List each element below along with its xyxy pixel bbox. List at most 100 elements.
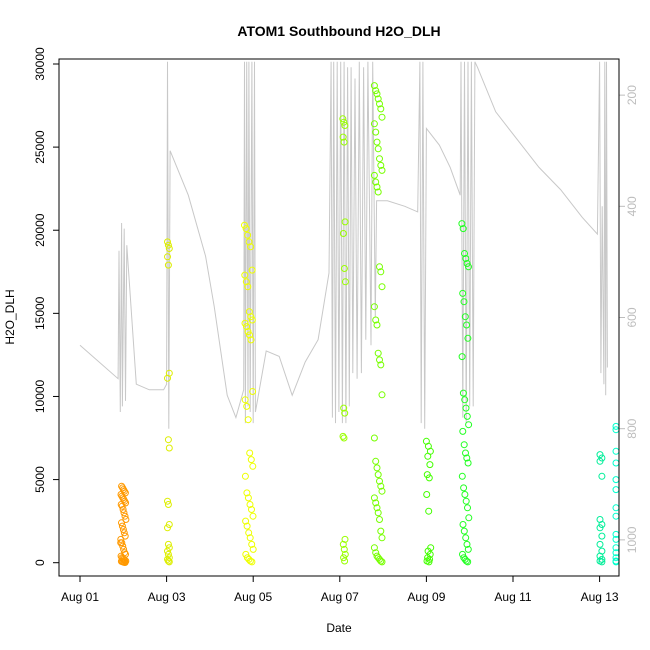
data-point <box>242 550 250 558</box>
plot-frame <box>58 58 620 577</box>
data-point <box>372 499 380 507</box>
data-point <box>461 313 469 321</box>
x-tick-label: Aug 01 <box>61 590 99 604</box>
data-point <box>122 516 130 523</box>
data-point <box>164 497 171 505</box>
data-point <box>164 557 172 565</box>
data-point <box>247 336 255 344</box>
data-point <box>376 100 383 108</box>
data-point <box>378 558 386 566</box>
data-point <box>241 271 249 279</box>
data-point <box>465 514 473 522</box>
x-tick-label: Aug 05 <box>234 590 272 604</box>
data-point <box>118 522 126 530</box>
x-tick-label: Aug 03 <box>148 590 186 604</box>
data-point <box>165 521 173 528</box>
data-point <box>245 238 253 246</box>
y-tick-label: 5000 <box>33 466 47 493</box>
data-point <box>245 529 253 537</box>
data-point <box>378 391 386 399</box>
data-point <box>463 540 471 548</box>
data-point <box>598 558 606 566</box>
data-point <box>372 316 380 324</box>
data-point <box>119 506 127 513</box>
data-point <box>119 526 127 533</box>
data-point <box>339 432 347 440</box>
data-point <box>464 545 472 553</box>
data-point <box>377 105 385 113</box>
data-point <box>164 540 172 548</box>
data-point <box>378 534 386 542</box>
data-point <box>458 353 466 361</box>
data-point <box>243 323 250 331</box>
data-point <box>376 155 383 163</box>
data-point <box>378 487 386 495</box>
x-tick-label: Aug 09 <box>407 590 445 604</box>
data-point <box>248 506 255 513</box>
data-point <box>372 87 380 95</box>
data-point <box>165 554 173 562</box>
data-point <box>165 558 173 566</box>
data-point <box>242 517 250 525</box>
data-point <box>424 452 432 460</box>
data-point <box>339 115 347 123</box>
data-point <box>247 456 255 464</box>
data-point <box>423 491 431 498</box>
data-point <box>459 389 467 397</box>
data-point <box>341 218 349 226</box>
data-point <box>249 388 257 395</box>
data-point <box>341 535 349 543</box>
data-point <box>339 230 347 237</box>
data-point <box>241 472 249 480</box>
data-point <box>463 412 471 420</box>
data-point <box>612 459 620 467</box>
data-point <box>370 120 378 128</box>
data-point <box>340 545 348 553</box>
data-point <box>370 171 378 179</box>
scatter-layer <box>117 82 620 566</box>
data-point <box>164 238 171 246</box>
data-point <box>120 509 128 517</box>
data-point <box>373 183 381 191</box>
data-point <box>341 278 349 286</box>
y-tick-label: 0 <box>33 559 47 566</box>
data-point <box>165 544 173 552</box>
data-point <box>462 557 470 565</box>
data-point <box>244 494 252 502</box>
right-tick-label: 800 <box>625 418 639 438</box>
data-point <box>164 550 172 558</box>
data-point <box>596 540 604 548</box>
data-point <box>596 451 604 459</box>
data-point <box>247 243 255 251</box>
y-axis-label: H2O_DLH <box>3 289 17 344</box>
data-point <box>464 504 471 512</box>
pressure-layer <box>79 61 608 429</box>
right-tick-label: 600 <box>625 307 639 327</box>
data-point <box>164 261 172 269</box>
data-point <box>464 459 472 467</box>
data-point <box>370 82 378 90</box>
data-point <box>248 266 256 274</box>
data-point <box>373 321 381 329</box>
data-point <box>340 434 348 442</box>
data-point <box>164 501 172 508</box>
data-point <box>460 441 468 449</box>
data-point <box>121 512 129 520</box>
data-point <box>424 554 432 562</box>
data-point <box>340 118 348 126</box>
data-point <box>598 532 606 540</box>
data-point <box>248 558 256 566</box>
data-point <box>372 128 380 136</box>
data-point <box>463 321 471 329</box>
data-point <box>373 138 381 146</box>
data-point <box>165 444 173 452</box>
data-point <box>458 472 466 480</box>
data-point <box>612 512 620 520</box>
data-point <box>339 540 347 548</box>
data-point <box>459 225 467 233</box>
data-point <box>374 188 382 196</box>
data-point <box>458 220 466 228</box>
data-point <box>465 421 473 429</box>
data-point <box>425 474 433 482</box>
